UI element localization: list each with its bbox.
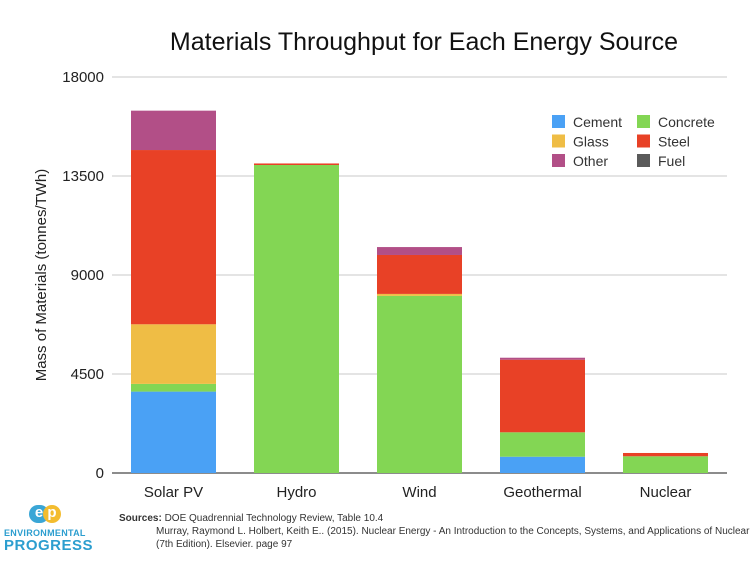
source-line-3: (7th Edition). Elsevier. page 97 [156, 539, 293, 550]
legend-swatch-concrete [637, 115, 650, 128]
y-axis-label: Mass of Materials (tonnes/TWh) [33, 169, 50, 382]
chart-title: Materials Throughput for Each Energy Sou… [170, 28, 678, 56]
logo-mark-icon: e p [24, 505, 64, 525]
x-tick-label: Hydro [276, 484, 316, 501]
source-line-1: DOE Quadrennial Technology Review, Table… [164, 513, 384, 524]
y-tick-label: 13500 [62, 168, 104, 185]
bar-segment-glass [131, 324, 216, 384]
logo-text-progress: PROGRESS [4, 537, 94, 554]
y-tick-label: 9000 [71, 267, 104, 284]
environmental-progress-logo: e p ENVIRONMENTAL PROGRESS [4, 505, 94, 554]
x-tick-label: Solar PV [144, 484, 203, 501]
bar-segment-concrete [254, 165, 339, 473]
legend-label: Other [573, 153, 608, 169]
y-tick-label: 0 [96, 465, 104, 482]
bar-segment-steel [500, 359, 585, 433]
logo-text-environmental: ENVIRONMENTAL [4, 528, 86, 538]
legend-swatch-other [552, 154, 565, 167]
bar-segment-steel [623, 452, 708, 457]
bar-segment-concrete [500, 432, 585, 457]
x-tick-label: Geothermal [503, 484, 581, 501]
x-tick-label: Wind [402, 484, 436, 501]
bar-segment-other [500, 357, 585, 360]
bar-segment-concrete [377, 295, 462, 473]
sources-note: Sources: DOE Quadrennial Technology Revi… [119, 512, 750, 551]
bar-segment-concrete [131, 383, 216, 392]
y-tick-label: 4500 [71, 366, 104, 383]
bar-segment-glass [377, 293, 462, 296]
bar-segment-cement [131, 391, 216, 473]
logo-p: p [43, 505, 61, 523]
legend-label: Concrete [658, 114, 715, 130]
bar-segment-other [131, 110, 216, 151]
x-tick-label: Nuclear [640, 484, 692, 501]
bar-segment-concrete [623, 456, 708, 473]
sources-label: Sources: [119, 513, 162, 524]
legend-swatch-fuel [637, 154, 650, 167]
bar-segment-cement [500, 456, 585, 473]
legend-swatch-glass [552, 134, 565, 148]
y-tick-label: 18000 [62, 69, 104, 86]
source-line-2: Murray, Raymond L. Holbert, Keith E.. (2… [156, 526, 750, 537]
legend-swatch-steel [637, 134, 650, 148]
bar-segment-steel [131, 150, 216, 325]
legend-label: Fuel [658, 153, 685, 169]
legend-label: Glass [573, 134, 609, 150]
bar-segment-steel [377, 254, 462, 294]
bar-segment-other [377, 247, 462, 255]
legend-swatch-cement [552, 115, 565, 128]
legend-label: Cement [573, 114, 622, 130]
stacked-bar-chart: Materials Throughput for Each Energy Sou… [33, 28, 727, 501]
bar-segment-steel [254, 163, 339, 165]
legend-label: Steel [658, 134, 690, 150]
